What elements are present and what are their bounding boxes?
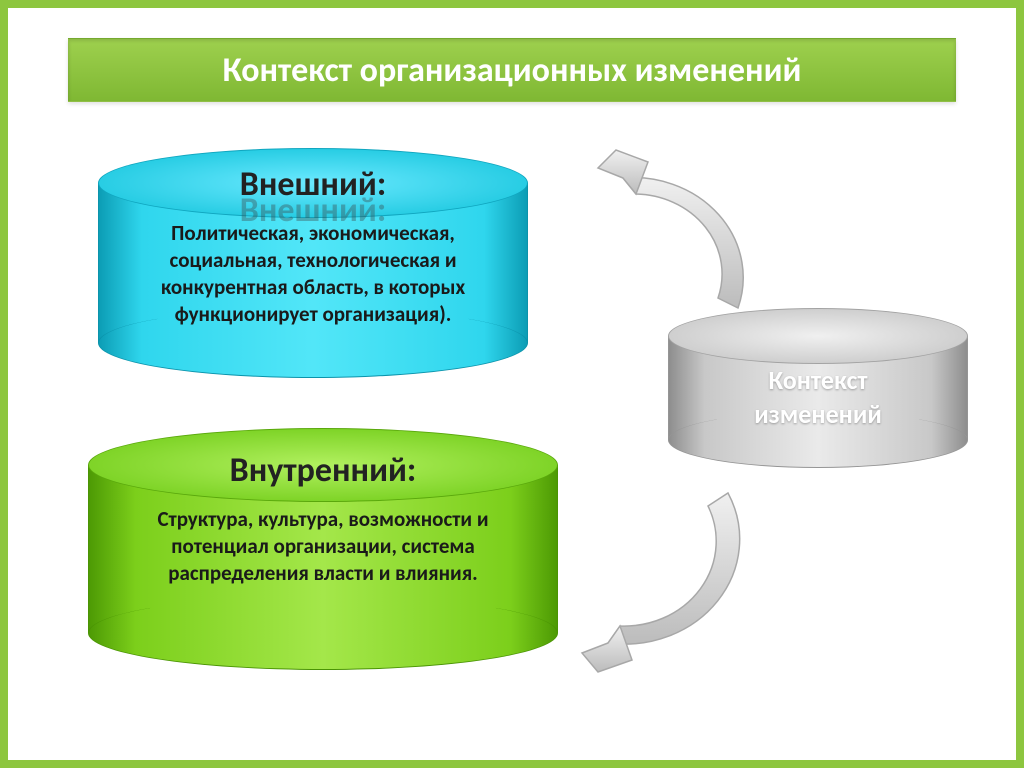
cylinder-desc-wrap: Политическая, экономическая, социальная,… xyxy=(98,220,528,328)
title-bar: Контекст организационных изменений xyxy=(68,38,956,102)
cylinder-bottom xyxy=(88,596,558,670)
arrow-top-icon xyxy=(568,138,768,328)
slide-frame: { "slide": { "title": "Контекст организа… xyxy=(0,0,1024,768)
context-line1: Контекст xyxy=(769,364,868,396)
arrow-bottom-icon xyxy=(548,478,758,678)
cylinder-context: Контекст изменений xyxy=(668,308,968,468)
cylinder-internal: Внутренний: Структура, культура, возможн… xyxy=(88,428,558,668)
cylinder-internal-desc: Структура, культура, возможности и потен… xyxy=(88,506,558,587)
cylinder-external-heading: Внешний: xyxy=(98,164,528,205)
cylinder-heading-wrap: Внешний: xyxy=(98,164,528,205)
context-line2: изменений xyxy=(754,398,882,430)
cylinder-desc-wrap: Структура, культура, возможности и потен… xyxy=(88,506,558,587)
cylinder-external-desc: Политическая, экономическая, социальная,… xyxy=(98,220,528,328)
cylinder-internal-heading: Внутренний: xyxy=(88,450,558,491)
cylinder-external: Внешний: Внешний: Политическая, экономич… xyxy=(98,148,528,378)
slide-title: Контекст организационных изменений xyxy=(223,50,802,91)
cylinder-heading-wrap: Внутренний: xyxy=(88,450,558,491)
cylinder-context-text: Контекст изменений xyxy=(668,364,968,432)
